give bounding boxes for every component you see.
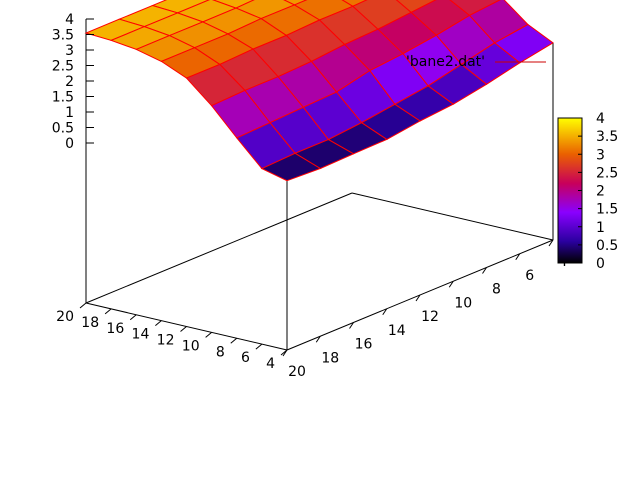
x-tick-4 [415, 294, 421, 302]
x-tick-1 [315, 335, 321, 343]
colorbar-label-2: 1 [596, 220, 605, 236]
base-edge-2 [85, 192, 353, 304]
colorbar-label-0: 0 [596, 256, 605, 272]
y-tick-8 [79, 302, 87, 309]
x-tick-label-4: 12 [421, 309, 439, 325]
colorbar-label-7: 3.5 [596, 129, 618, 145]
z-tick-label-8: 4 [65, 12, 74, 28]
y-tick-4 [180, 326, 187, 332]
y-tick-1 [255, 343, 263, 350]
x-tick-label-3: 14 [388, 323, 406, 339]
legend: 'bane2.dat' [406, 54, 546, 70]
x-tick-label-6: 8 [492, 282, 501, 298]
y-axis: 468 10 12 14 16 18 20 [56, 302, 288, 372]
colorbar-label-3: 1.5 [596, 202, 618, 218]
z-tick-label-0: 0 [65, 136, 74, 152]
x-tick-label-5: 10 [454, 295, 472, 311]
x-tick-5 [448, 280, 454, 288]
x-tick-8 [548, 239, 554, 247]
x-tick-3 [382, 308, 388, 316]
x-tick-7 [515, 253, 521, 261]
y-tick-5 [155, 320, 162, 327]
y-tick-3 [205, 331, 212, 338]
colorbar-label-1: 0.5 [596, 238, 618, 254]
z-tick-label-5: 2.5 [52, 59, 74, 75]
y-tick-label-1: 6 [241, 350, 250, 366]
z-tick-label-4: 2 [65, 74, 74, 90]
colorbar-label-8: 4 [596, 111, 605, 127]
colorbar-label-5: 2.5 [596, 165, 618, 181]
y-tick-label-3: 10 [182, 338, 200, 354]
z-axis: 00.511.522.533.54 [52, 12, 94, 152]
surface-cell-4-5 [283, 0, 308, 6]
z-tick-label-6: 3 [65, 43, 74, 59]
legend-label: 'bane2.dat' [406, 54, 485, 70]
surface-cell-5-4 [341, 0, 368, 7]
z-tick-label-1: 0.5 [52, 121, 74, 137]
y-tick-6 [129, 314, 137, 321]
surface-cell-0-0 [260, 152, 322, 182]
base-frame [85, 19, 554, 351]
y-tick-label-5: 14 [132, 327, 150, 343]
y-tick-label-6: 16 [106, 321, 124, 337]
base-edge-3 [351, 192, 554, 241]
y-tick-label-8: 20 [56, 309, 74, 325]
y-tick-label-2: 8 [216, 344, 225, 360]
x-tick-6 [482, 267, 487, 274]
y-tick-2 [230, 337, 238, 344]
x-tick-2 [349, 322, 354, 329]
colorbar-label-6: 3 [596, 147, 605, 163]
y-tick-7 [104, 308, 112, 315]
z-tick-label-7: 3.5 [52, 28, 74, 44]
z-tick-label-3: 1.5 [52, 90, 74, 106]
x-tick-label-0: 20 [288, 364, 306, 380]
z-tick-label-2: 1 [65, 105, 74, 121]
colorbar: 0 0.5 1 1.5 2 2.5 3 3.5 4 [557, 111, 618, 272]
colorbar-label-4: 2 [596, 184, 605, 200]
x-tick-label-1: 18 [321, 350, 339, 366]
x-tick-label-7: 6 [525, 268, 534, 284]
surface-plot [84, 0, 554, 182]
y-tick-label-7: 18 [81, 315, 99, 331]
x-tick-label-2: 16 [355, 337, 373, 353]
y-tick-label-0: 4 [266, 356, 275, 372]
y-tick-label-4: 12 [157, 333, 175, 349]
y-tick-0 [280, 349, 288, 356]
